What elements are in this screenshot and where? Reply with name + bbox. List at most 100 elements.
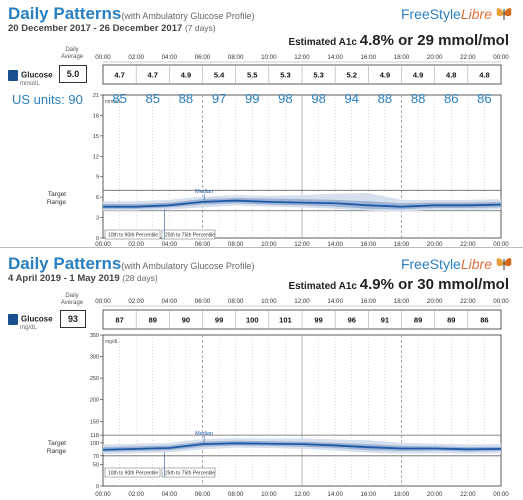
glucose-label: Glucose mmol/L — [8, 70, 53, 87]
daily-average-value: 93 — [60, 310, 86, 328]
time-label: 08:00 — [228, 54, 244, 61]
legend-outer-label: 10th to 90th Percentile — [108, 233, 158, 239]
bottom-time-label: 22:00 — [460, 241, 476, 248]
hourly-average-value: 99 — [215, 316, 223, 325]
us-unit-conversion: 85 — [112, 91, 126, 106]
us-units-label: US units: 90 — [12, 92, 83, 107]
legend-inner-label: 25th to 75th Percentile — [165, 233, 215, 239]
hourly-average-value: 99 — [314, 316, 322, 325]
bottom-time-label: 12:00 — [294, 491, 310, 498]
bottom-time-label: 22:00 — [460, 491, 476, 498]
freestyle-libre-logo: FreeStyleLibre — [401, 256, 513, 275]
bottom-time-label: 08:00 — [228, 241, 244, 248]
time-label: 16:00 — [361, 298, 377, 305]
hourly-average-value: 89 — [414, 316, 422, 325]
estimated-a1c: Estimated A1c 4.8% or 29 mmol/mol — [288, 32, 509, 49]
median-label: Median — [195, 431, 213, 437]
time-label: 06:00 — [195, 54, 211, 61]
bottom-time-label: 04:00 — [162, 241, 178, 248]
hourly-average-value: 87 — [115, 316, 123, 325]
hourly-average-value: 96 — [348, 316, 356, 325]
hourly-average-value: 4.9 — [181, 71, 191, 80]
hourly-average-value: 89 — [447, 316, 455, 325]
us-unit-conversion: 94 — [345, 91, 359, 106]
us-unit-conversion: 88 — [411, 91, 425, 106]
time-label: 14:00 — [327, 54, 343, 61]
time-label: 18:00 — [394, 298, 410, 305]
glucose-meter-icon — [8, 314, 18, 325]
time-label: 20:00 — [427, 298, 443, 305]
y-tick-label: 6 — [96, 195, 99, 201]
y-tick-label: 9 — [96, 175, 99, 181]
legend-outer-label: 10th to 90th Percentile — [108, 471, 158, 477]
us-unit-conversion: 85 — [146, 91, 160, 106]
y-tick-label: 350 — [90, 333, 99, 339]
hourly-average-value: 4.9 — [380, 71, 390, 80]
time-label: 10:00 — [261, 54, 277, 61]
time-label: 04:00 — [162, 54, 178, 61]
y-tick-label: 150 — [90, 419, 99, 425]
bottom-time-label: 06:00 — [195, 241, 211, 248]
us-unit-conversion: 86 — [444, 91, 458, 106]
y-tick-label: 3 — [96, 216, 99, 222]
y-tick-label: 0 — [96, 484, 99, 490]
butterfly-icon — [495, 256, 513, 275]
hourly-average-value: 5.2 — [347, 71, 357, 80]
time-label: 02:00 — [128, 298, 144, 305]
report-title: Daily Patterns(with Ambulatory Glucose P… — [8, 254, 255, 273]
bottom-time-label: 10:00 — [261, 491, 277, 498]
hourly-average-value: 90 — [182, 316, 190, 325]
time-label: 02:00 — [128, 54, 144, 61]
bottom-time-label: 02:00 — [128, 491, 144, 498]
hourly-average-value: 5.4 — [214, 71, 225, 80]
estimated-a1c: Estimated A1c 4.9% or 30 mmol/mol — [288, 276, 509, 293]
glucose-label: Glucose mg/dL — [8, 314, 53, 331]
date-range: 4 April 2019 - 1 May 2019 (28 days) — [8, 273, 158, 284]
y-tick-label: 12 — [93, 154, 99, 160]
hourly-average-value: 5.3 — [280, 71, 290, 80]
bottom-time-label: 12:00 — [294, 241, 310, 248]
freestyle-libre-logo: FreeStyleLibre — [401, 6, 513, 25]
bottom-time-label: 04:00 — [162, 491, 178, 498]
hourly-average-value: 5.5 — [247, 71, 257, 80]
time-label: 00:00 — [95, 54, 111, 61]
butterfly-icon — [495, 6, 513, 25]
bottom-time-label: 00:00 — [493, 491, 509, 498]
daily-average-header: Daily Average — [60, 293, 84, 306]
bottom-time-label: 14:00 — [327, 491, 343, 498]
median-label: Median — [195, 189, 213, 195]
hourly-average-value: 4.8 — [446, 71, 456, 80]
y-axis-unit: mg/dL — [105, 339, 119, 345]
hourly-average-value: 86 — [480, 316, 488, 325]
y-tick-label: 21 — [93, 93, 99, 99]
hourly-average-value: 4.7 — [114, 71, 124, 80]
glucose-profile-chart-2: 00:00 02:00 04:00 06:00 08:00 10:00 12:00 14:00… — [90, 298, 509, 498]
y-tick-label: 300 — [90, 355, 99, 361]
y-tick-label: 250 — [90, 376, 99, 382]
time-label: 18:00 — [394, 54, 410, 61]
median-line — [102, 442, 502, 451]
time-label: 12:00 — [294, 54, 310, 61]
us-unit-conversion: 86 — [477, 91, 491, 106]
time-label: 10:00 — [261, 298, 277, 305]
time-label: 00:00 — [493, 54, 509, 61]
y-tick-label: 0 — [96, 236, 99, 242]
legend-inner-label: 25th to 75th Percentile — [165, 471, 215, 477]
y-tick-label: 70 — [93, 454, 99, 460]
date-range: 20 December 2017 - 26 December 2017 (7 d… — [8, 23, 216, 34]
bottom-time-label: 00:00 — [95, 241, 111, 248]
bottom-time-label: 10:00 — [261, 241, 277, 248]
y-tick-label: 50 — [93, 462, 99, 468]
y-tick-label: 100 — [90, 441, 99, 447]
report-divider — [0, 247, 523, 248]
time-label: 06:00 — [195, 298, 211, 305]
us-unit-conversion: 88 — [378, 91, 392, 106]
bottom-time-label: 06:00 — [195, 491, 211, 498]
us-unit-conversion: 88 — [179, 91, 193, 106]
hourly-average-value: 4.7 — [148, 71, 158, 80]
bottom-time-label: 20:00 — [427, 491, 443, 498]
bottom-time-label: 18:00 — [394, 241, 410, 248]
target-range-label: Target Range — [46, 440, 66, 455]
legend-inner-box — [161, 467, 216, 478]
target-range-label: Target Range — [46, 191, 66, 206]
